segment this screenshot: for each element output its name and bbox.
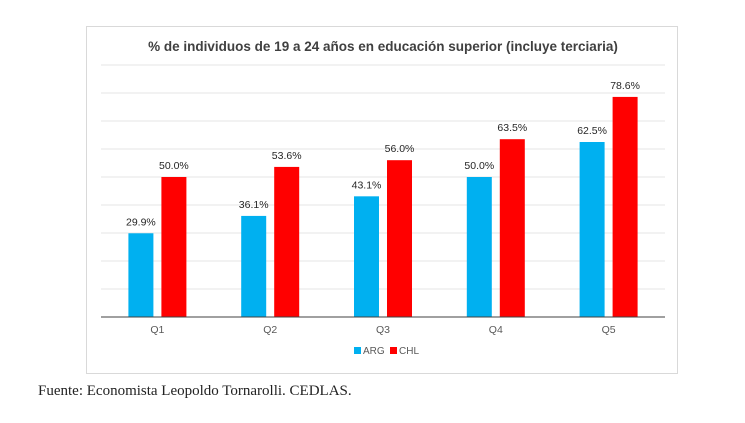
data-label-chl-q4: 63.5% [497,122,527,134]
legend-label-chl: CHL [399,346,419,357]
gridlines [101,64,665,290]
x-tick-label: Q2 [263,324,277,336]
data-label-arg-q3: 43.1% [352,179,382,191]
bar-chl-q1 [161,177,187,317]
data-label-chl-q1: 50.0% [159,160,189,172]
bar-arg-q1 [128,233,154,317]
source-caption: Fuente: Economista Leopoldo Tornarolli. … [38,383,352,399]
bar-arg-q2 [241,215,267,317]
chart-title: % de individuos de 19 a 24 años en educa… [148,39,618,54]
x-axis-tick-labels: Q1 Q2 Q3 Q4 Q5 [150,324,615,336]
legend-label-arg: ARG [363,346,385,357]
legend-swatch-arg [354,347,361,354]
chart-container: % de individuos de 19 a 24 años en educa… [86,26,678,374]
x-tick-label: Q5 [602,324,616,336]
bar-arg-q5 [579,142,605,317]
bars [128,96,638,317]
data-label-chl-q2: 53.6% [272,150,302,162]
data-label-arg-q4: 50.0% [464,160,494,172]
bar-chl-q4 [499,139,525,317]
data-label-arg-q2: 36.1% [239,199,269,211]
data-labels: 29.9% 50.0% 36.1% 53.6% 43.1% 56.0% 50.0% 63.5%… [126,80,640,228]
x-tick-label: Q3 [376,324,390,336]
bar-chl-q2 [274,166,300,317]
data-label-arg-q1: 29.9% [126,216,156,228]
bar-chl-q3 [387,160,412,317]
x-tick-label: Q4 [489,324,503,336]
legend: ARG CHL [354,346,419,357]
legend-swatch-chl [390,347,397,354]
data-label-chl-q5: 78.6% [610,80,640,92]
bar-arg-q4 [466,177,492,317]
bar-chl-q5 [612,96,638,317]
bar-arg-q3 [354,196,379,317]
data-label-arg-q5: 62.5% [577,125,607,137]
bar-chart: % de individuos de 19 a 24 años en educa… [101,39,665,357]
data-label-chl-q3: 56.0% [385,143,415,155]
x-tick-label: Q1 [150,324,164,336]
